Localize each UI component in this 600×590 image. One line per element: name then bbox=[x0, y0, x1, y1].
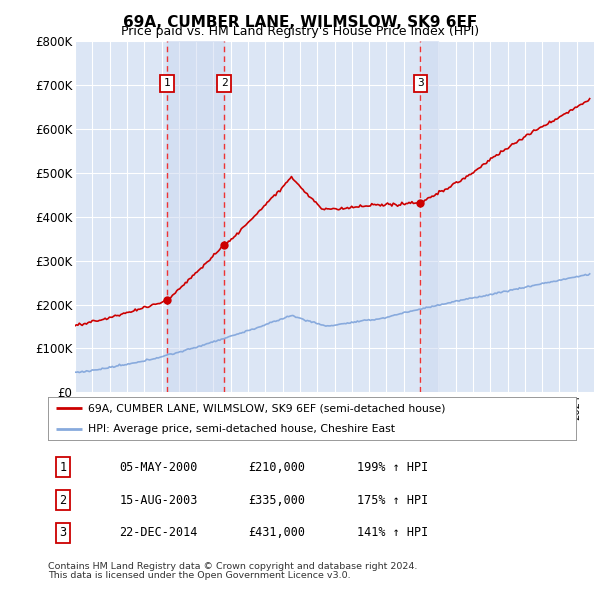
Text: Contains HM Land Registry data © Crown copyright and database right 2024.: Contains HM Land Registry data © Crown c… bbox=[48, 562, 418, 571]
Text: £335,000: £335,000 bbox=[248, 493, 305, 507]
Text: 1: 1 bbox=[59, 461, 67, 474]
Text: 1: 1 bbox=[164, 78, 171, 88]
Text: 175% ↑ HPI: 175% ↑ HPI bbox=[357, 493, 428, 507]
Text: Price paid vs. HM Land Registry's House Price Index (HPI): Price paid vs. HM Land Registry's House … bbox=[121, 25, 479, 38]
Text: 199% ↑ HPI: 199% ↑ HPI bbox=[357, 461, 428, 474]
Text: 2: 2 bbox=[59, 493, 67, 507]
Text: £210,000: £210,000 bbox=[248, 461, 305, 474]
Text: 3: 3 bbox=[59, 526, 67, 539]
Text: £431,000: £431,000 bbox=[248, 526, 305, 539]
Text: 15-AUG-2003: 15-AUG-2003 bbox=[119, 493, 197, 507]
Text: This data is licensed under the Open Government Licence v3.0.: This data is licensed under the Open Gov… bbox=[48, 571, 350, 580]
Text: 2: 2 bbox=[221, 78, 227, 88]
Bar bbox=[421, 41, 438, 392]
Text: 05-MAY-2000: 05-MAY-2000 bbox=[119, 461, 197, 474]
Text: 69A, CUMBER LANE, WILMSLOW, SK9 6EF: 69A, CUMBER LANE, WILMSLOW, SK9 6EF bbox=[123, 15, 477, 30]
Text: 69A, CUMBER LANE, WILMSLOW, SK9 6EF (semi-detached house): 69A, CUMBER LANE, WILMSLOW, SK9 6EF (sem… bbox=[88, 403, 445, 413]
Bar bbox=[167, 41, 224, 392]
Text: HPI: Average price, semi-detached house, Cheshire East: HPI: Average price, semi-detached house,… bbox=[88, 424, 395, 434]
Text: 3: 3 bbox=[417, 78, 424, 88]
Text: 22-DEC-2014: 22-DEC-2014 bbox=[119, 526, 197, 539]
Text: 141% ↑ HPI: 141% ↑ HPI bbox=[357, 526, 428, 539]
